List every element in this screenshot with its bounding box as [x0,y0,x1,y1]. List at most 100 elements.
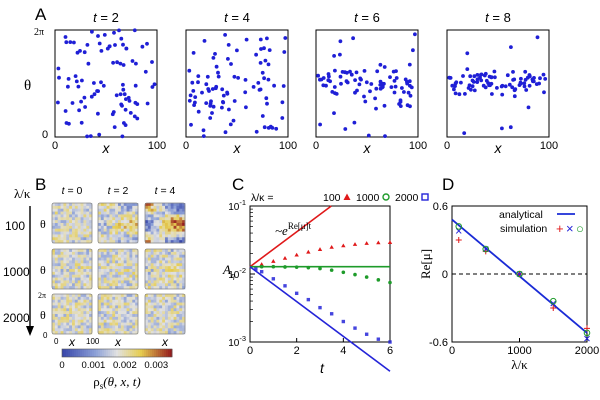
panel-b-heatmap-pixel [77,311,81,315]
panel-b-row-label-1000: 1000 [3,265,30,279]
panel-b-heatmap-pixel [66,211,70,215]
panel-b-heatmap-pixel [153,217,157,221]
panel-b-heatmap-pixel [112,223,116,227]
panel-b-heatmap-pixel [165,211,169,215]
ytick-base: 10 [228,338,240,349]
panel-b-heatmap-pixel [167,237,172,241]
panel-d-point [583,325,591,342]
panel-a-point [96,34,100,38]
panel-b-heatmap-pixel [147,225,152,230]
panel-b-heatmap-pixel [74,266,79,270]
panel-b-heatmap-pixel [165,277,169,281]
panel-b-heatmap-cell [97,202,139,244]
panel-label-a: A [35,5,47,24]
panel-b-heatmap-pixel [150,271,154,276]
panel-b-heatmap-pixel [170,214,174,218]
panel-b-heatmap-pixel [52,325,56,329]
panel-b-heatmap-pixel [123,220,127,224]
panel-b-heatmap-pixel [80,316,84,321]
panel-c-legend-marker [382,193,390,201]
panel-b-heatmap-pixel [57,205,61,210]
panel-b-heatmap-pixel [147,322,152,326]
panel-b-heatmap-pixel [86,263,90,267]
panel-c-point-circle [388,280,392,285]
panel-a-point [411,48,415,53]
panel-b-heatmap-pixel [167,211,172,215]
panel-b-heatmap-pixel [132,257,136,261]
panel-b-heatmap-pixel [176,302,180,306]
panel-b-heatmap-pixel [126,214,130,218]
panel-b-heatmap-pixel [150,308,154,312]
panel-b-heatmap-pixel [167,208,172,212]
panel-b-heatmap-pixel [176,305,180,309]
panel-b-heatmap-pixel [52,251,56,256]
panel-b-heatmap-pixel [120,223,125,227]
panel-b-heatmap-pixel [176,314,180,318]
panel-b-heatmap-pixel [120,314,125,318]
panel-a-point [132,28,137,33]
panel-b-heatmap-pixel [132,225,136,230]
panel-b-heatmap-pixel [77,203,81,207]
panel-b-heatmap-pixel [98,296,102,301]
panel-a-point [187,98,192,103]
panel-b-heatmap-pixel [77,271,81,276]
panel-b-heatmap-pixel [69,231,73,235]
panel-c-point-square [388,340,392,344]
panel-b-heatmap-pixel [80,325,84,329]
panel-b-heatmap-pixel [74,328,79,332]
panel-a-point [193,95,198,99]
panel-b-heatmap-pixel [74,240,79,244]
panel-b-heatmap-pixel [173,225,177,230]
panel-b-heatmap-pixel [115,249,119,253]
panel-b-heatmap-pixel [159,214,163,218]
panel-b-heatmap-pixel [115,237,119,241]
panel-b-heatmap-pixel [182,228,186,232]
panel-b-heatmap-pixel [159,203,163,207]
panel-a-point [201,128,206,133]
panel-b-heatmap-pixel [98,269,102,273]
panel-a-point [196,109,201,114]
panel-a-point [221,93,226,98]
panel-b-heatmap-pixel [80,217,84,221]
panel-b-heatmap-pixel [69,211,73,215]
panel-b-heatmap-cell [51,248,93,290]
panel-a-point [392,79,397,83]
panel-b-heatmap-pixel [173,223,177,227]
panel-a-point [530,77,535,82]
panel-d-point-circle [482,245,490,253]
panel-b-heatmap-pixel [80,280,84,284]
panel-c-theory-line-100 [249,205,332,268]
panel-b-heatmap-pixel [74,208,79,212]
panel-b-heatmap-pixel [54,203,59,207]
panel-b-heatmap-pixel [150,269,154,273]
panel-a-point [512,94,517,99]
ytick-exp: -2 [239,266,246,275]
panel-b-heatmap-pixel [126,211,130,215]
panel-b-heatmap-pixel [118,251,122,256]
panel-a-point [226,57,230,61]
panel-b-heatmap-pixel [60,296,64,301]
panel-b-heatmap-pixel [52,225,56,230]
panel-b-heatmap-pixel [176,220,180,224]
panel-b-colorbar-segment [90,349,93,357]
panel-b-heatmap-pixel [69,328,73,332]
panel-a-point [121,82,125,87]
panel-b-heatmap-pixel [167,319,172,323]
panel-b-heatmap-pixel [106,263,110,267]
panel-b-heatmap-pixel [63,302,67,306]
panel-a-point [282,50,287,54]
panel-b-heatmap-pixel [69,217,73,221]
panel-a-point [208,104,213,108]
panel-b-heatmap-pixel [109,234,113,238]
panel-b-heatmap-pixel [66,274,70,278]
panel-b-heatmap-pixel [126,271,130,276]
panel-b-heatmap-pixel [173,308,177,312]
panel-b-heatmap-pixel [147,325,152,329]
panel-b-heatmap-pixel [147,220,152,224]
panel-b-heatmap-pixel [150,311,154,315]
panel-b-colorbar-segment [120,349,123,357]
panel-b-heatmap-pixel [147,208,152,212]
panel-b-heatmap-pixel [100,266,105,270]
panel-b-heatmap-pixel [182,225,186,230]
